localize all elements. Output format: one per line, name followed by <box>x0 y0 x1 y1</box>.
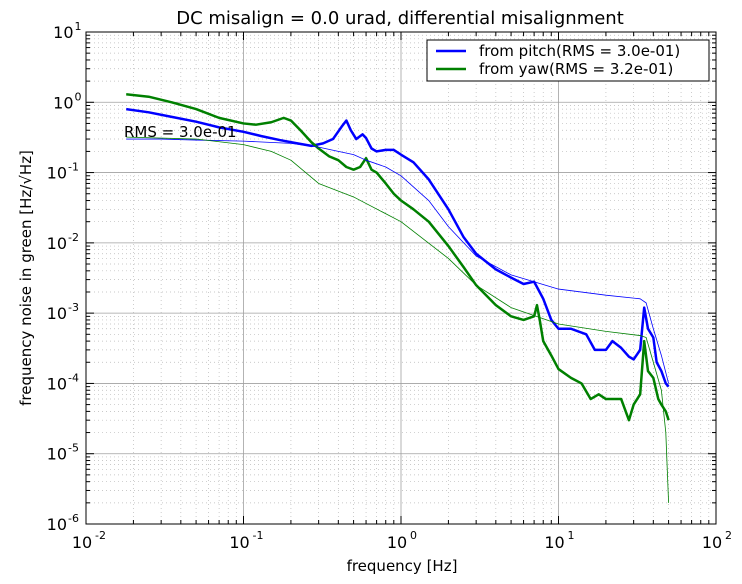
series-line-pitch <box>126 107 670 388</box>
y-tick-label: 10 <box>53 23 73 42</box>
y-tick-label: 10 <box>47 164 67 183</box>
x-tick-label: 10 <box>72 533 92 552</box>
y-tick-label: 10 <box>53 93 73 112</box>
y-tick-label-exponent: 1 <box>75 20 82 33</box>
y-axis-label: frequency noise in green [Hz/√Hz] <box>17 150 35 406</box>
chart-title: DC misalign = 0.0 urad, differential mis… <box>176 8 624 29</box>
tick-marks <box>85 31 717 525</box>
x-tick-label-exponent: 0 <box>410 529 417 542</box>
legend-box <box>426 39 710 82</box>
x-tick-label: 10 <box>544 533 564 552</box>
x-tick-label-exponent: -2 <box>95 529 106 542</box>
x-tick-label-exponent: 2 <box>725 529 732 542</box>
x-axis-label: frequency [Hz] <box>347 557 458 575</box>
series-line-pitch-rms <box>126 138 669 384</box>
series-line-yaw <box>126 93 670 422</box>
y-tick-label-exponent: -1 <box>68 161 79 174</box>
x-tick-label: 10 <box>387 533 407 552</box>
y-tick-label: 10 <box>47 374 67 393</box>
y-tick-label: 10 <box>47 234 67 253</box>
grid-lines <box>86 32 716 524</box>
x-tick-label-exponent: -1 <box>253 529 264 542</box>
y-tick-label: 10 <box>47 515 67 534</box>
legend: from pitch(RMS = 3.0e-01) from yaw(RMS =… <box>426 39 710 82</box>
x-tick-label: 10 <box>702 533 722 552</box>
rms-annotation: RMS = 3.0e-01 <box>124 123 237 141</box>
y-tick-label-exponent: -2 <box>68 231 79 244</box>
y-tick-label-exponent: -6 <box>68 512 79 525</box>
legend-label-pitch: from pitch(RMS = 3.0e-01) <box>479 42 680 60</box>
y-tick-label-exponent: 0 <box>75 90 82 103</box>
x-tick-label-exponent: 1 <box>568 529 575 542</box>
data-series <box>126 93 670 503</box>
legend-label-yaw: from yaw(RMS = 3.2e-01) <box>479 60 673 78</box>
y-tick-label: 10 <box>47 445 67 464</box>
x-tick-label: 10 <box>229 533 249 552</box>
series-line-yaw-rms <box>126 136 669 503</box>
y-tick-label: 10 <box>47 304 67 323</box>
y-tick-label-exponent: -4 <box>68 371 79 384</box>
y-tick-label-exponent: -5 <box>68 442 79 455</box>
y-tick-label-exponent: -3 <box>68 301 79 314</box>
tick-labels: 10 -2 10 -1 10 0 10 1 10 210 -610 -510 -410 -310 -210-… <box>47 20 732 552</box>
